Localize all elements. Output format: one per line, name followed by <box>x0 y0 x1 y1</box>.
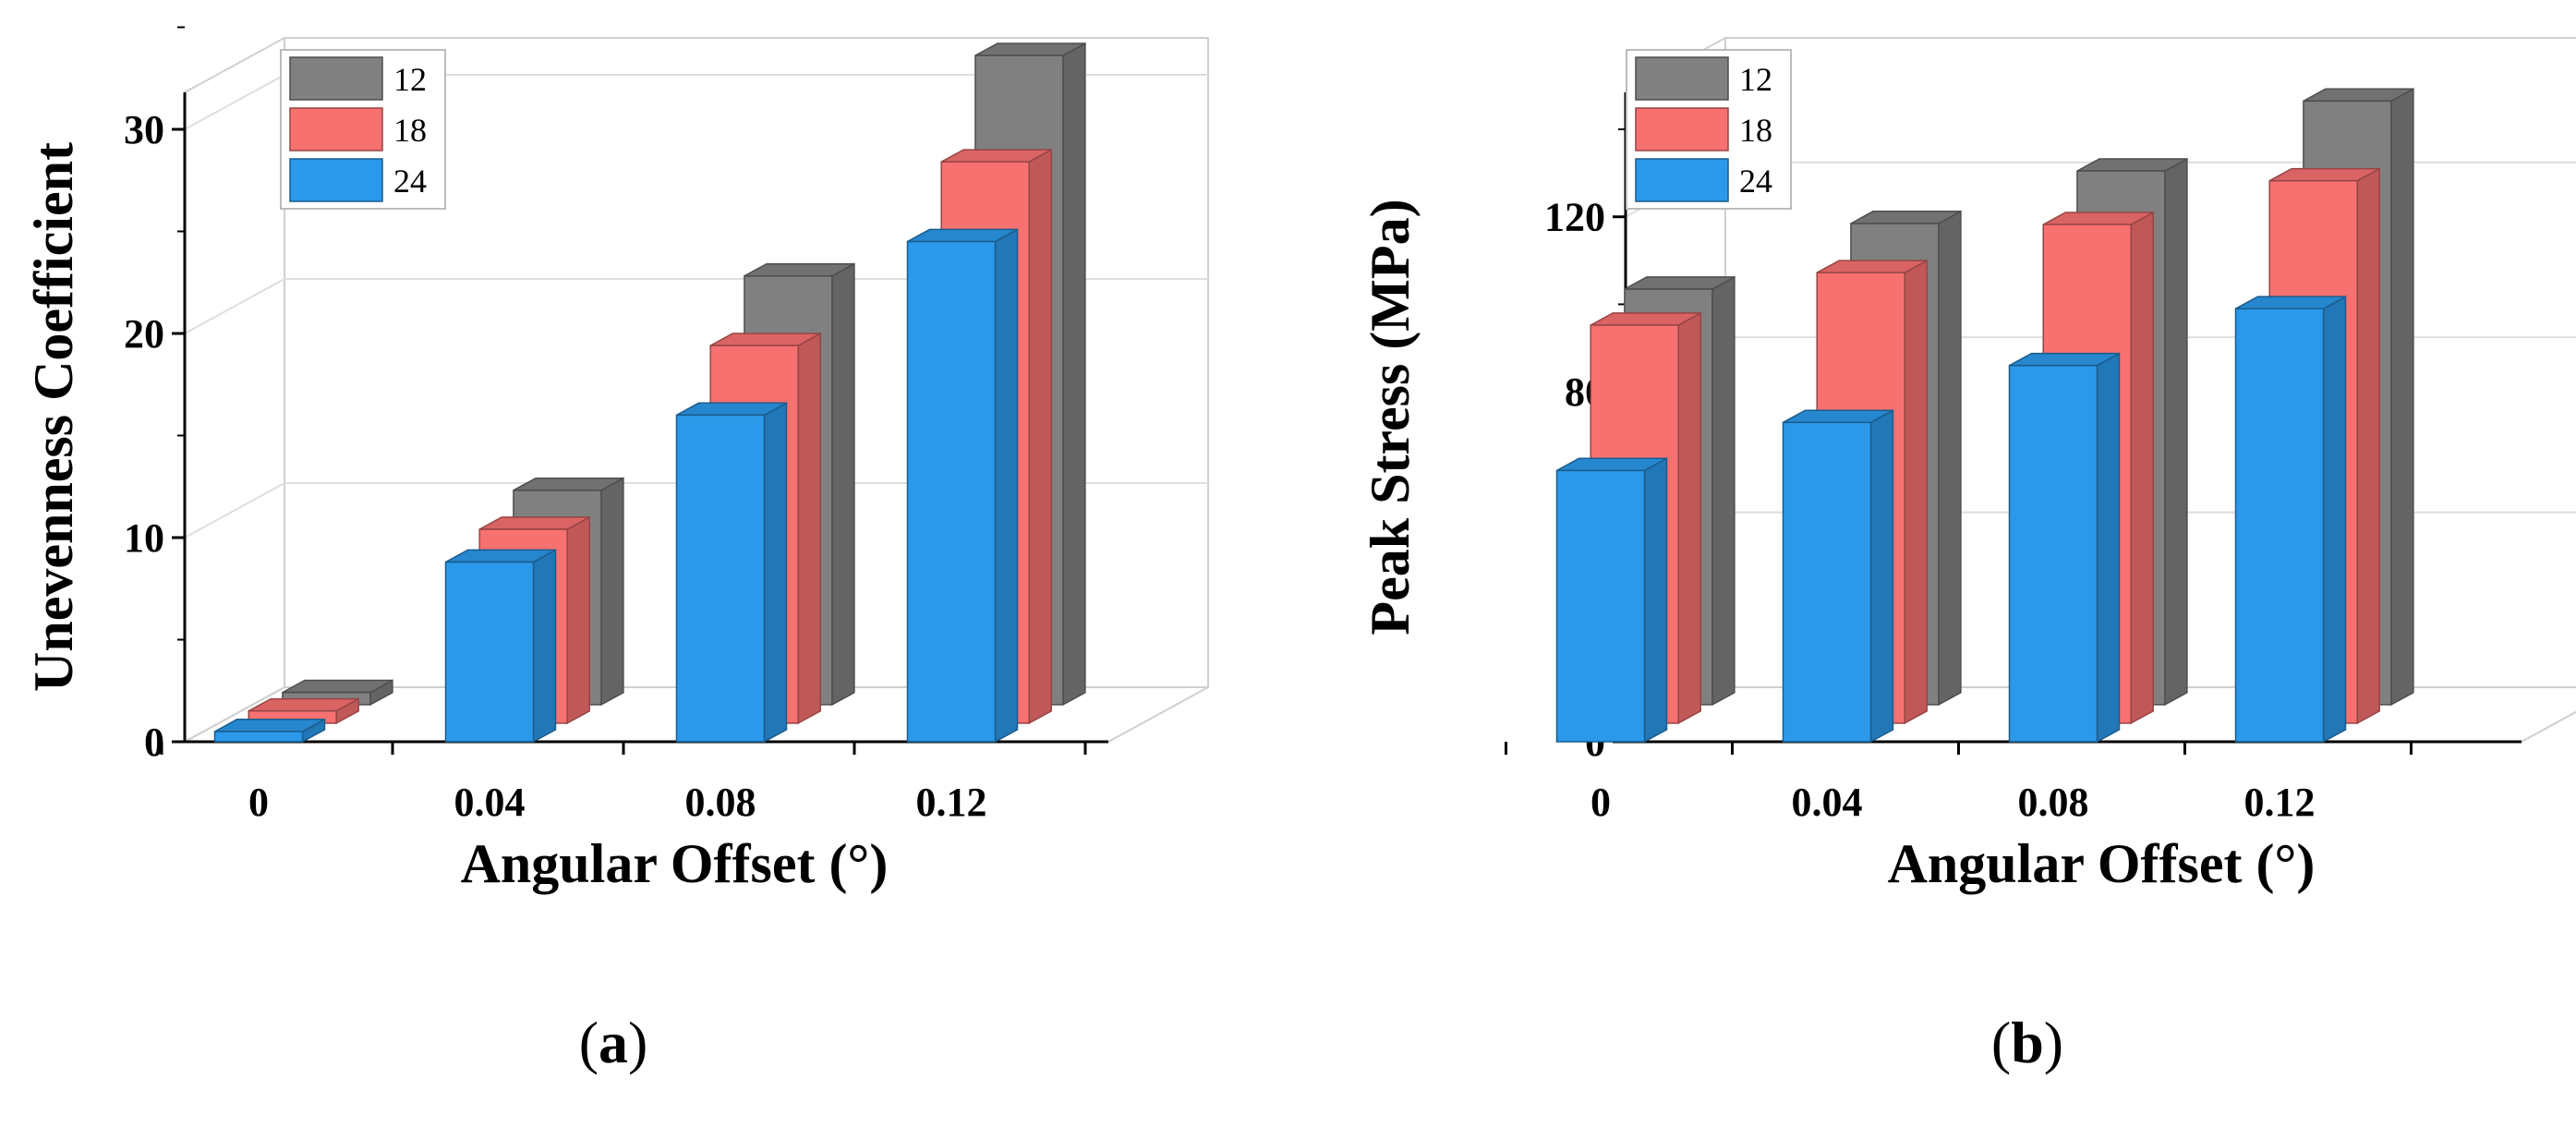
y-axis-title: Peak Stress (MPa) <box>1360 199 1421 635</box>
bar-front <box>2008 364 2098 743</box>
x-tick-label: 0.04 <box>454 780 526 825</box>
bar-side <box>1062 42 1086 707</box>
legend-swatch-24 <box>1635 158 1729 202</box>
bar-front <box>1782 421 1872 743</box>
legend-label-24: 24 <box>1739 163 1772 200</box>
bar-side <box>2390 87 2414 707</box>
bar-side <box>2322 295 2347 744</box>
legend: 12 18 24 <box>280 49 446 210</box>
bar-side <box>1938 210 1962 707</box>
legend-swatch-18 <box>289 107 383 151</box>
y-axis-title: Unevenness Coefficient <box>23 142 84 692</box>
legend-swatch-18 <box>1635 107 1729 151</box>
bar-24-0.12 <box>906 228 1019 744</box>
bar-front <box>675 414 766 743</box>
legend-label-12: 12 <box>393 61 427 98</box>
x-tick-label: 0.08 <box>685 780 756 825</box>
x-tick-label: 0.12 <box>2244 780 2316 825</box>
panel-label: (b) <box>1991 1010 2063 1075</box>
bar-side <box>797 332 821 725</box>
bar-side <box>532 549 557 744</box>
panel-label-letter: a <box>599 1010 628 1075</box>
x-tick-label: 0.04 <box>1792 780 1863 825</box>
legend-swatch-12 <box>1635 56 1729 101</box>
bar-side <box>1711 275 1735 707</box>
panel-label-letter: b <box>2011 1010 2044 1075</box>
x-tick-label: 0.08 <box>2018 780 2089 825</box>
bar-side <box>2164 157 2188 707</box>
bar-side <box>763 402 788 744</box>
legend: 12 18 24 <box>1626 49 1792 210</box>
y-tick-label: 120 <box>1544 195 1605 240</box>
bar-24-0.08 <box>675 402 788 744</box>
x-tick-label: 0.12 <box>916 780 987 825</box>
bar-side <box>994 228 1019 744</box>
panel-label-close: ) <box>2044 1010 2063 1075</box>
legend-label-18: 18 <box>393 112 427 149</box>
x-axis-title: Angular Offset (°) <box>1888 833 2316 894</box>
bar-side <box>2356 167 2380 725</box>
bar-24-0.04 <box>1782 408 1894 744</box>
bar-front <box>1555 469 1646 743</box>
bar-side <box>566 515 590 725</box>
bar-front <box>444 561 535 743</box>
bar-side <box>2096 352 2121 744</box>
panel-label-open: ( <box>579 1010 599 1075</box>
bar-24-0 <box>1555 457 1668 744</box>
legend-label-24: 24 <box>393 163 427 200</box>
bar-side <box>1677 311 1701 725</box>
gridline-left <box>184 74 285 130</box>
panel-label: (a) <box>579 1010 648 1075</box>
x-tick-label: 0 <box>1590 780 1611 825</box>
gridline-left <box>184 278 285 334</box>
x-tick-label: 0 <box>248 780 269 825</box>
legend-label-18: 18 <box>1739 112 1772 149</box>
legend-label-12: 12 <box>1739 61 1772 98</box>
bar-side <box>1869 408 1894 744</box>
legend-swatch-12 <box>289 56 383 101</box>
y-tick-label: 10 <box>124 515 164 561</box>
y-tick-label: 20 <box>124 311 164 357</box>
bar-side <box>2130 211 2154 725</box>
panel-label-open: ( <box>1991 1010 2011 1075</box>
bar-front <box>213 731 304 743</box>
panel-a: 0 10 20 30 0 0.04 0.08 0.12 Angular Offset (°) Un… <box>23 26 1209 1075</box>
panel-label-close: ) <box>628 1010 647 1075</box>
bar-side <box>1904 259 1928 725</box>
legend-swatch-24 <box>289 158 383 202</box>
bar-front <box>906 240 997 743</box>
bar-24-0.04 <box>444 549 557 744</box>
bar-24-0.12 <box>2234 295 2347 744</box>
bar-side <box>600 477 624 707</box>
bar-side <box>1643 457 1668 744</box>
y-tick-label: 0 <box>144 720 164 765</box>
gridline-left <box>184 482 285 539</box>
y-tick-label: 30 <box>124 107 164 152</box>
bar-front <box>2234 308 2325 743</box>
bar-24-0 <box>213 718 326 744</box>
left-wall <box>184 36 285 744</box>
bar-side <box>831 262 855 707</box>
bar-24-0.08 <box>2008 352 2121 744</box>
bar-side <box>1028 148 1052 725</box>
x-axis-title: Angular Offset (°) <box>461 833 889 894</box>
